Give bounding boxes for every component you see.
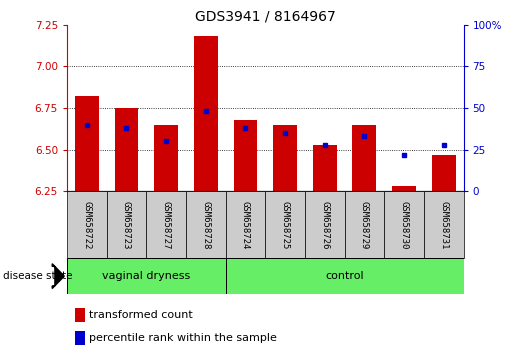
Title: GDS3941 / 8164967: GDS3941 / 8164967 — [195, 10, 336, 24]
Text: vaginal dryness: vaginal dryness — [102, 271, 191, 281]
Bar — [114, 108, 139, 191]
Bar — [75, 96, 99, 191]
Bar — [313, 144, 337, 191]
Text: GSM658723: GSM658723 — [122, 201, 131, 249]
Bar — [194, 36, 218, 191]
FancyArrow shape — [52, 264, 64, 289]
Text: disease state: disease state — [3, 271, 72, 281]
Text: GSM658729: GSM658729 — [360, 201, 369, 249]
Bar — [384, 191, 424, 258]
Text: GSM658727: GSM658727 — [162, 201, 170, 249]
Bar — [226, 191, 265, 258]
Text: GSM658722: GSM658722 — [82, 201, 91, 249]
Bar — [226, 258, 464, 294]
Bar — [352, 125, 376, 191]
Text: percentile rank within the sample: percentile rank within the sample — [89, 332, 277, 343]
Bar — [67, 191, 107, 258]
Text: GSM658726: GSM658726 — [320, 201, 329, 249]
Bar — [392, 186, 416, 191]
Bar — [345, 191, 384, 258]
Bar — [432, 155, 456, 191]
Text: control: control — [325, 271, 364, 281]
Bar — [424, 191, 464, 258]
Text: GSM658725: GSM658725 — [281, 201, 289, 249]
Bar — [107, 191, 146, 258]
Text: GSM658730: GSM658730 — [400, 201, 408, 249]
Text: GSM658724: GSM658724 — [241, 201, 250, 249]
Bar — [75, 331, 85, 344]
Bar — [186, 191, 226, 258]
Text: transformed count: transformed count — [89, 310, 193, 320]
Text: GSM658728: GSM658728 — [201, 201, 210, 249]
Bar — [265, 191, 305, 258]
Bar — [67, 258, 226, 294]
Bar — [233, 120, 258, 191]
Bar — [154, 125, 178, 191]
Bar — [75, 308, 85, 322]
Bar — [305, 191, 345, 258]
Text: GSM658731: GSM658731 — [439, 201, 448, 249]
Bar — [146, 191, 186, 258]
Bar — [273, 125, 297, 191]
